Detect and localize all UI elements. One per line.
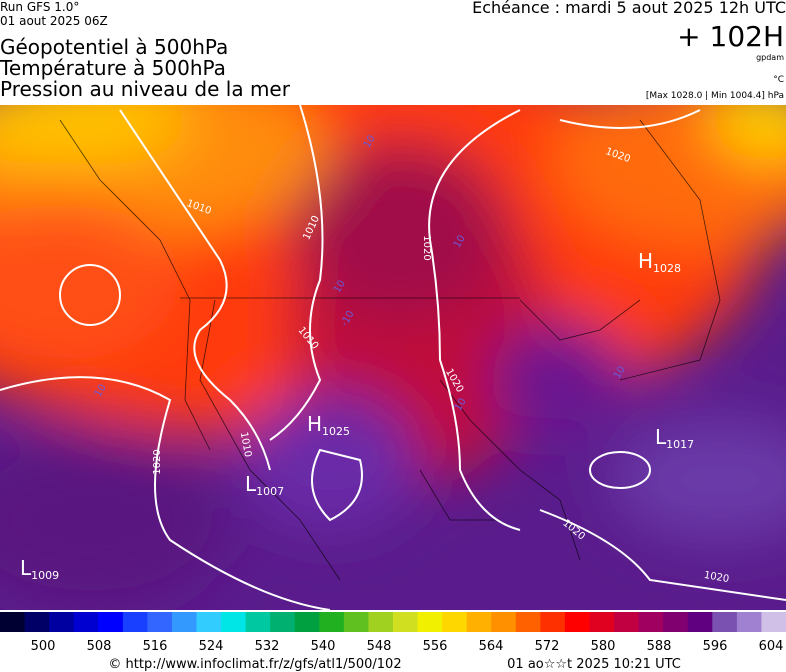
center-type: L <box>20 556 32 580</box>
map-area <box>0 105 786 610</box>
colorbar-label: 540 <box>311 639 336 654</box>
map-title: Géopotentiel à 500hPa <box>0 35 228 59</box>
colorbar-swatch <box>343 612 369 632</box>
colorbar-swatch <box>171 612 197 632</box>
map-title: Pression au niveau de la mer <box>0 77 291 101</box>
map-title: Température à 500hPa <box>0 56 226 80</box>
colorbar-swatch <box>515 612 541 632</box>
center-value: 1017 <box>666 438 694 451</box>
center-type: H <box>638 249 653 273</box>
center-type: H <box>307 412 322 436</box>
colorbar-swatch <box>761 612 786 632</box>
pressure-center: H1025 <box>307 412 350 438</box>
forecast-offset: + 102H <box>677 20 784 53</box>
colorbar-swatch <box>368 612 394 632</box>
unit-t: °C <box>773 75 784 85</box>
pressure-center: L1017 <box>655 425 694 451</box>
colorbar-swatch <box>736 612 762 632</box>
colorbar-swatch <box>122 612 148 632</box>
colorbar-swatch <box>712 612 738 632</box>
colorbar-swatch <box>466 612 492 632</box>
center-value: 1028 <box>653 262 681 275</box>
generated-time: 01 ao☆☆t 2025 10:21 UTC <box>507 657 681 672</box>
center-value: 1007 <box>256 485 284 498</box>
isobar-label: 1010 <box>238 431 253 458</box>
center-value: 1025 <box>322 425 350 438</box>
colorbar-swatch <box>147 612 173 632</box>
colorbar-swatch <box>687 612 713 632</box>
colorbar-swatch <box>442 612 468 632</box>
center-type: L <box>655 425 667 449</box>
center-type: L <box>245 472 257 496</box>
colorbar-label: 524 <box>199 639 224 654</box>
borders <box>59 119 721 581</box>
run-date: 01 aout 2025 06Z <box>0 14 108 28</box>
colorbar-swatch <box>491 612 517 632</box>
colorbar-swatch <box>589 612 615 632</box>
pressure-range: [Max 1028.0 | Min 1004.4] hPa <box>646 91 784 101</box>
pressure-center: L1007 <box>245 472 284 498</box>
colorbar-label: 588 <box>647 639 672 654</box>
colorbar-swatch <box>0 612 26 632</box>
colorbar-label: 604 <box>759 639 784 654</box>
isobar-label: 1020 <box>152 449 163 474</box>
colorbar-label: 516 <box>143 639 168 654</box>
colorbar-label: 596 <box>703 639 728 654</box>
colorbar-label: 508 <box>87 639 112 654</box>
colorbar-swatch <box>270 612 296 632</box>
source-url: © http://www.infoclimat.fr/z/gfs/atl1/50… <box>108 657 401 672</box>
colorbar-swatch <box>638 612 664 632</box>
colorbar-label: 532 <box>255 639 280 654</box>
colorbar-swatch <box>393 612 419 632</box>
colorbar-swatch <box>73 612 99 632</box>
isobar-label: 1020 <box>703 570 730 585</box>
colorbar-label: 556 <box>423 639 448 654</box>
colorbar-swatch <box>196 612 222 632</box>
pressure-center: L1009 <box>20 556 59 582</box>
colorbar-label: 500 <box>31 639 56 654</box>
center-value: 1009 <box>31 569 59 582</box>
colorbar-swatch <box>98 612 124 632</box>
colorbar-swatch <box>540 612 566 632</box>
unit-gp: gpdam <box>756 53 784 62</box>
colorbar-label: 548 <box>367 639 392 654</box>
isobar-label: 1020 <box>421 235 432 260</box>
colorbar-swatch <box>245 612 271 632</box>
colorbar-swatch <box>49 612 75 632</box>
colorbar-swatch <box>564 612 590 632</box>
pressure-center: H1028 <box>638 249 681 275</box>
colorbar-label: 564 <box>479 639 504 654</box>
colorbar-swatch <box>294 612 320 632</box>
colorbar-swatch <box>417 612 443 632</box>
colorbar-label: 572 <box>535 639 560 654</box>
colorbar-swatch <box>319 612 345 632</box>
colorbar-swatch <box>663 612 689 632</box>
forecast-time: Echéance : mardi 5 aout 2025 12h UTC <box>472 0 786 17</box>
colorbar-label: 580 <box>591 639 616 654</box>
run-label: Run GFS 1.0° <box>0 0 79 14</box>
colorbar-swatch <box>24 612 50 632</box>
colorbar-swatch <box>614 612 640 632</box>
colorbar-swatch <box>221 612 247 632</box>
contours <box>0 105 786 610</box>
